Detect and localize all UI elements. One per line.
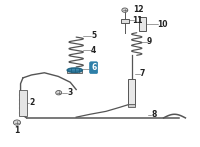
- FancyBboxPatch shape: [67, 70, 82, 73]
- Text: 3: 3: [68, 88, 73, 97]
- Text: 11: 11: [132, 16, 142, 25]
- Text: 6: 6: [91, 63, 96, 72]
- Text: 10: 10: [157, 20, 168, 29]
- Text: 4: 4: [91, 46, 96, 55]
- Text: 5: 5: [91, 31, 96, 40]
- FancyBboxPatch shape: [139, 17, 146, 31]
- Text: 1: 1: [14, 126, 20, 135]
- Circle shape: [56, 91, 62, 95]
- FancyBboxPatch shape: [128, 104, 135, 107]
- FancyBboxPatch shape: [19, 90, 27, 116]
- Text: 8: 8: [152, 111, 157, 120]
- FancyBboxPatch shape: [121, 19, 129, 23]
- Ellipse shape: [67, 68, 82, 72]
- Text: 9: 9: [147, 37, 152, 46]
- Text: 7: 7: [140, 69, 145, 78]
- Circle shape: [122, 8, 128, 12]
- Circle shape: [13, 120, 21, 125]
- FancyBboxPatch shape: [128, 79, 135, 105]
- Text: 12: 12: [133, 5, 144, 14]
- Text: 2: 2: [29, 98, 35, 107]
